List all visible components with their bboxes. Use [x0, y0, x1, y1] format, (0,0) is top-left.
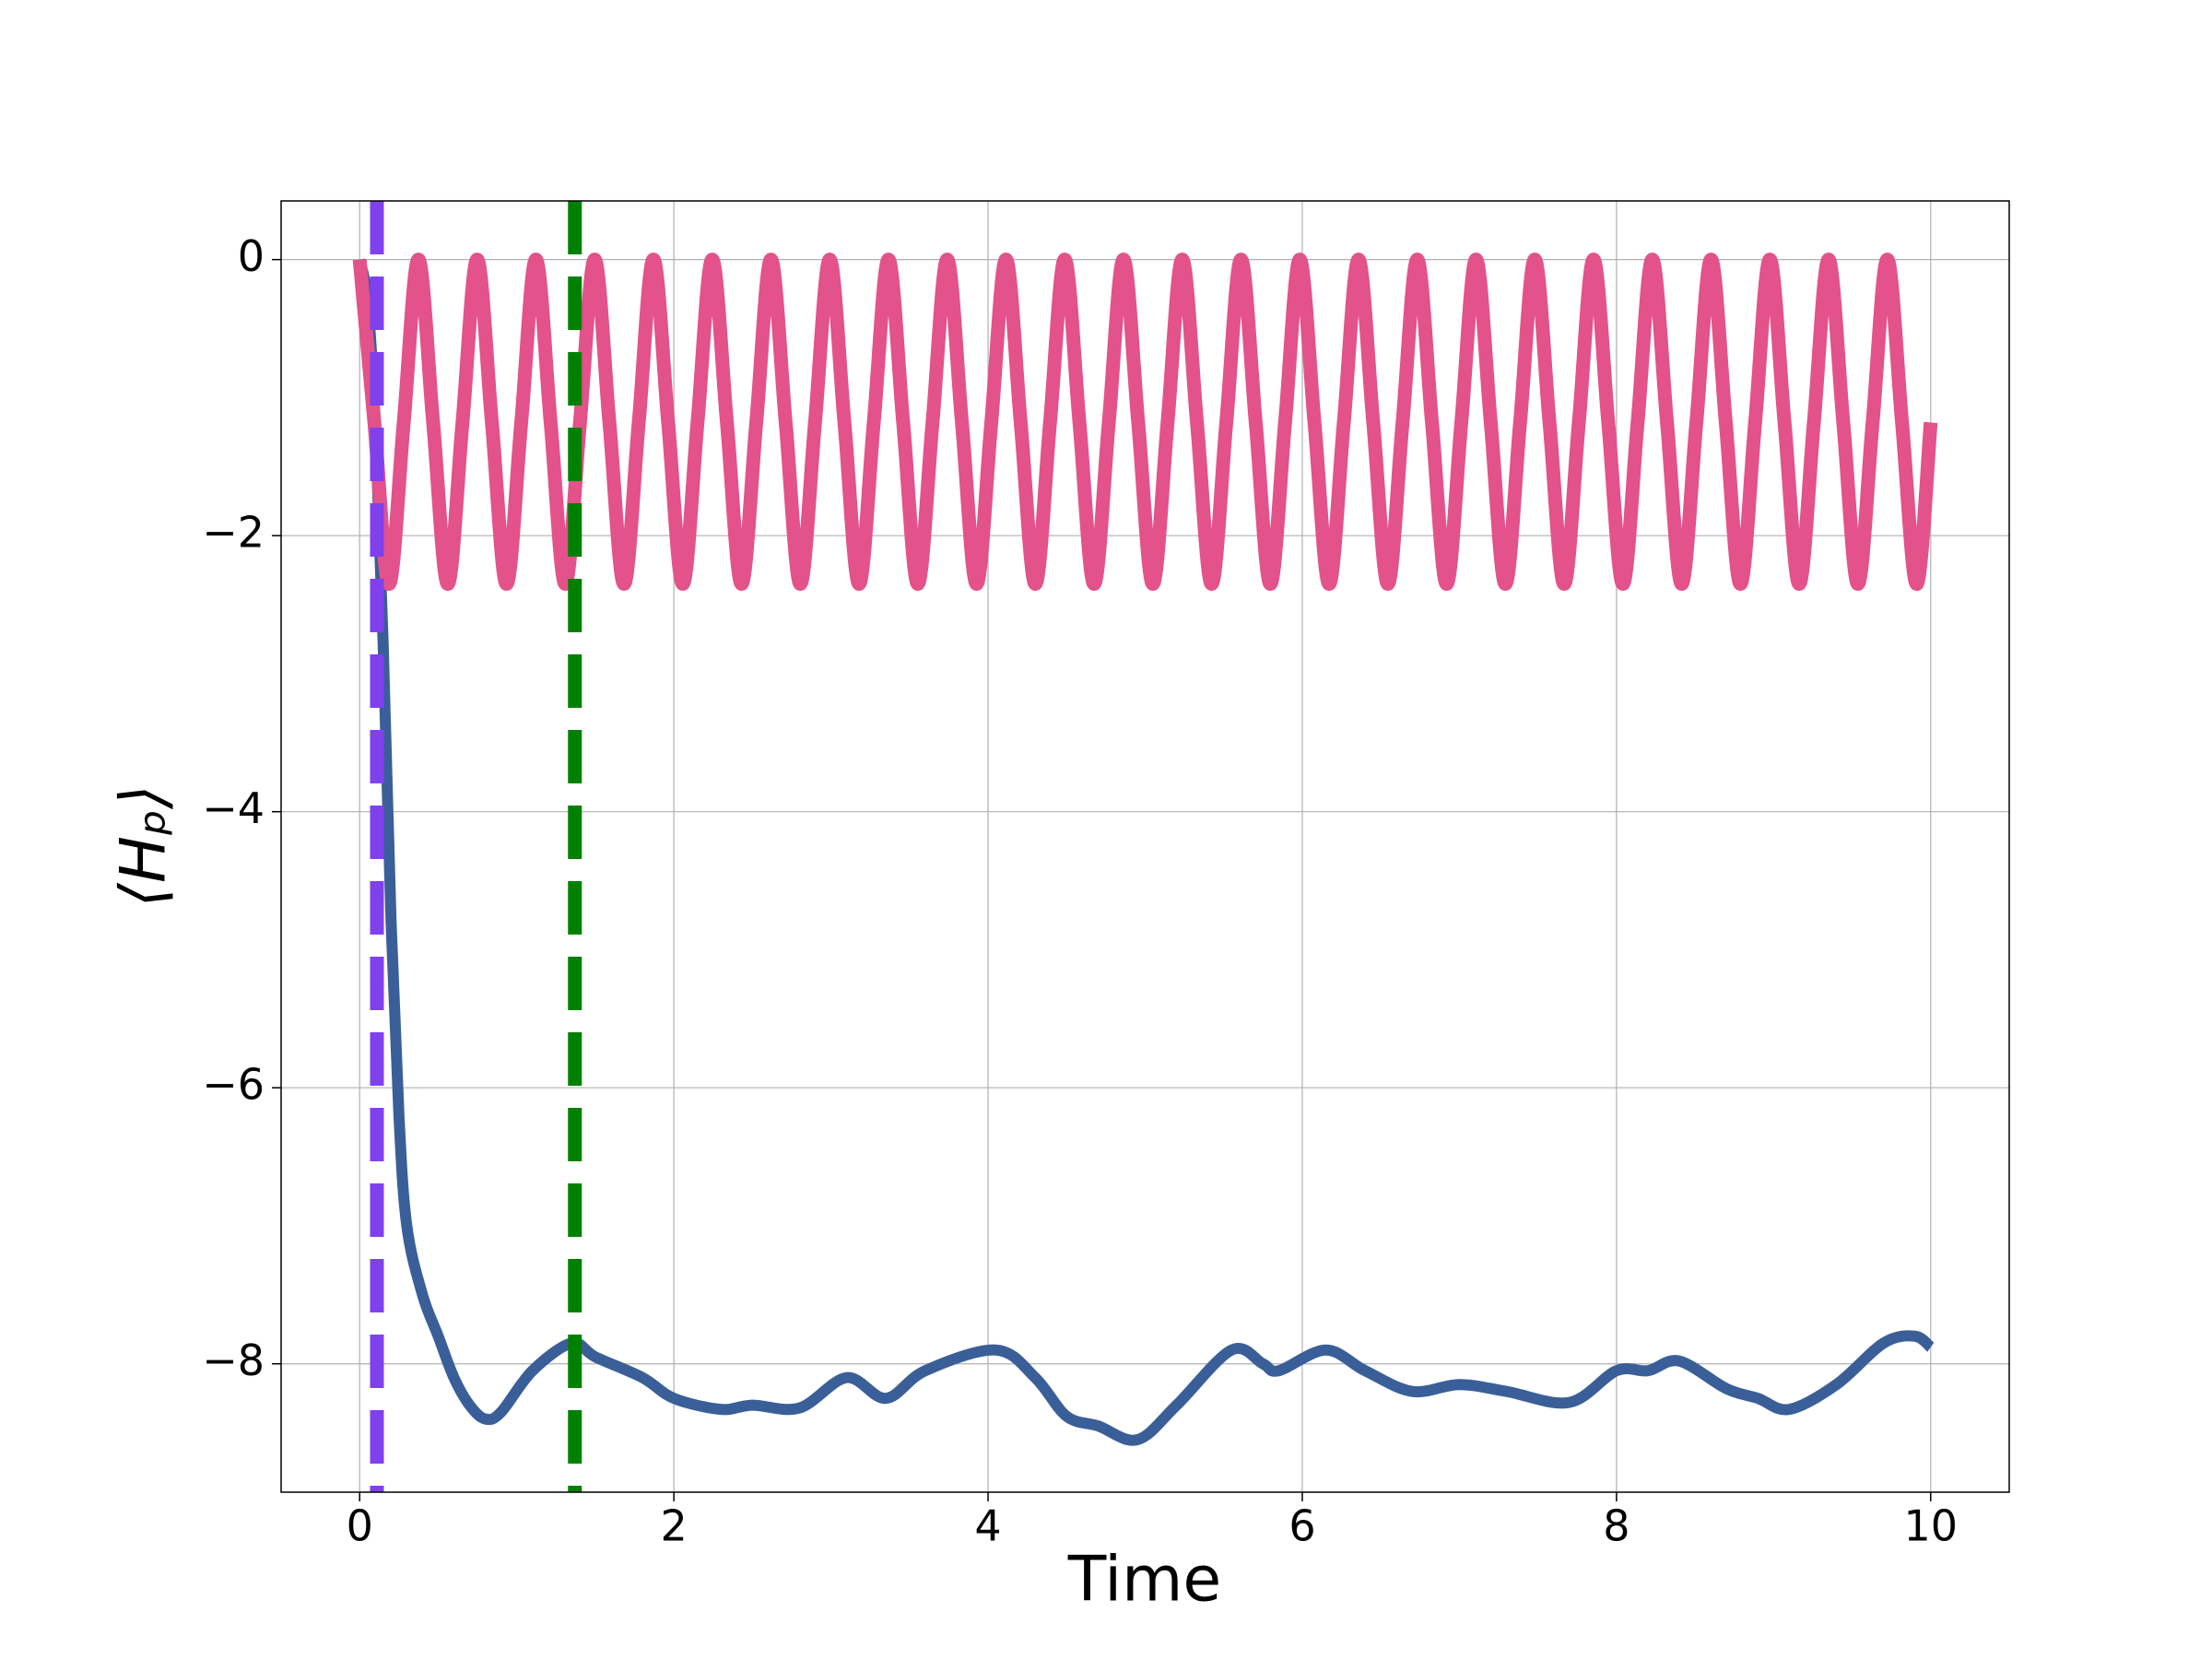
ticks: 0 2 4 6 8 10 −8 −6 −4 −2 0: [202, 231, 1958, 1550]
y-tick-label: −6: [202, 1060, 265, 1110]
y-tick-label: −2: [202, 508, 265, 558]
series-line: [354, 258, 1935, 1446]
y-tick-label: −8: [202, 1335, 265, 1385]
x-tick-label: 6: [1288, 1501, 1315, 1551]
axes-frame: [280, 200, 2010, 1493]
y-tick-label: 0: [238, 231, 265, 281]
y-axis-label: ⟨Hₚ⟩: [108, 784, 181, 907]
x-tick-label: 0: [347, 1501, 373, 1551]
x-tick-label: 10: [1903, 1501, 1958, 1551]
y-tick-label: −4: [202, 783, 265, 833]
x-tick-label: 2: [660, 1501, 687, 1551]
series-line: [352, 253, 1938, 592]
plot-area: [352, 201, 1938, 1492]
x-axis-label: Time: [1067, 1544, 1221, 1617]
x-tick-label: 8: [1603, 1501, 1630, 1551]
x-tick-label: 4: [974, 1501, 1001, 1551]
